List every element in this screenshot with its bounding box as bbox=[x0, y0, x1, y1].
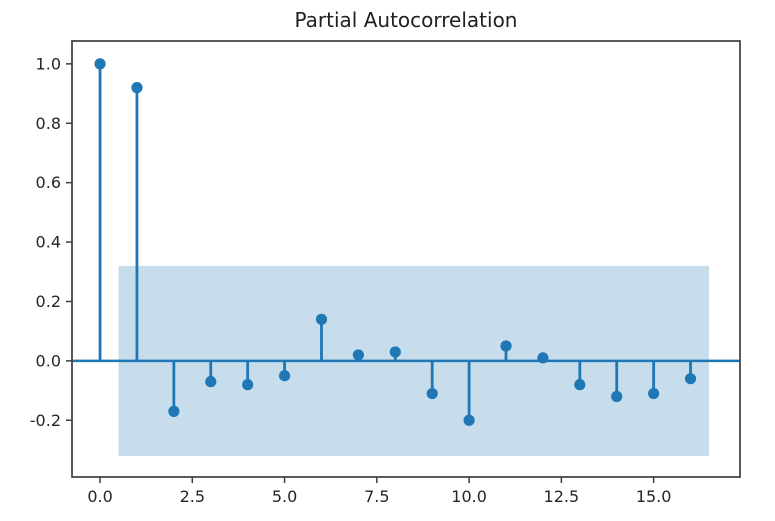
stem-marker bbox=[168, 405, 180, 417]
stem-marker bbox=[278, 370, 291, 382]
stem-marker bbox=[131, 82, 143, 94]
x-tick-label: 5.0 bbox=[272, 487, 297, 506]
stem-marker bbox=[537, 352, 549, 364]
stem-marker bbox=[463, 414, 475, 426]
chart-title: Partial Autocorrelation bbox=[294, 8, 518, 32]
y-tick-label: 0.8 bbox=[36, 114, 61, 133]
y-tick-label: -0.2 bbox=[30, 411, 61, 430]
stem-marker bbox=[648, 387, 660, 400]
plot-border bbox=[71, 40, 741, 478]
stem-marker bbox=[389, 346, 401, 358]
stem-marker bbox=[205, 376, 217, 388]
y-tick-label: 0.0 bbox=[36, 351, 61, 370]
stem-marker bbox=[94, 58, 106, 70]
stem-marker bbox=[500, 340, 512, 352]
stem-marker bbox=[611, 390, 623, 403]
y-tick-label: 0.4 bbox=[36, 233, 61, 252]
stem-marker bbox=[352, 349, 364, 361]
x-tick-label: 12.5 bbox=[544, 487, 580, 506]
stem-marker bbox=[574, 379, 586, 391]
y-tick-label: 0.6 bbox=[36, 173, 61, 192]
stem-marker bbox=[242, 379, 254, 391]
x-tick-label: 15.0 bbox=[636, 487, 672, 506]
x-tick-label: 10.0 bbox=[451, 487, 487, 506]
x-tick-label: 0.0 bbox=[87, 487, 112, 506]
stem-marker bbox=[684, 373, 697, 385]
x-tick-label: 7.5 bbox=[364, 487, 389, 506]
y-tick-label: 1.0 bbox=[36, 54, 61, 73]
stem-marker bbox=[315, 313, 328, 325]
x-tick-label: 2.5 bbox=[180, 487, 205, 506]
y-tick-label: 0.2 bbox=[36, 292, 61, 311]
stem-marker bbox=[426, 387, 438, 400]
